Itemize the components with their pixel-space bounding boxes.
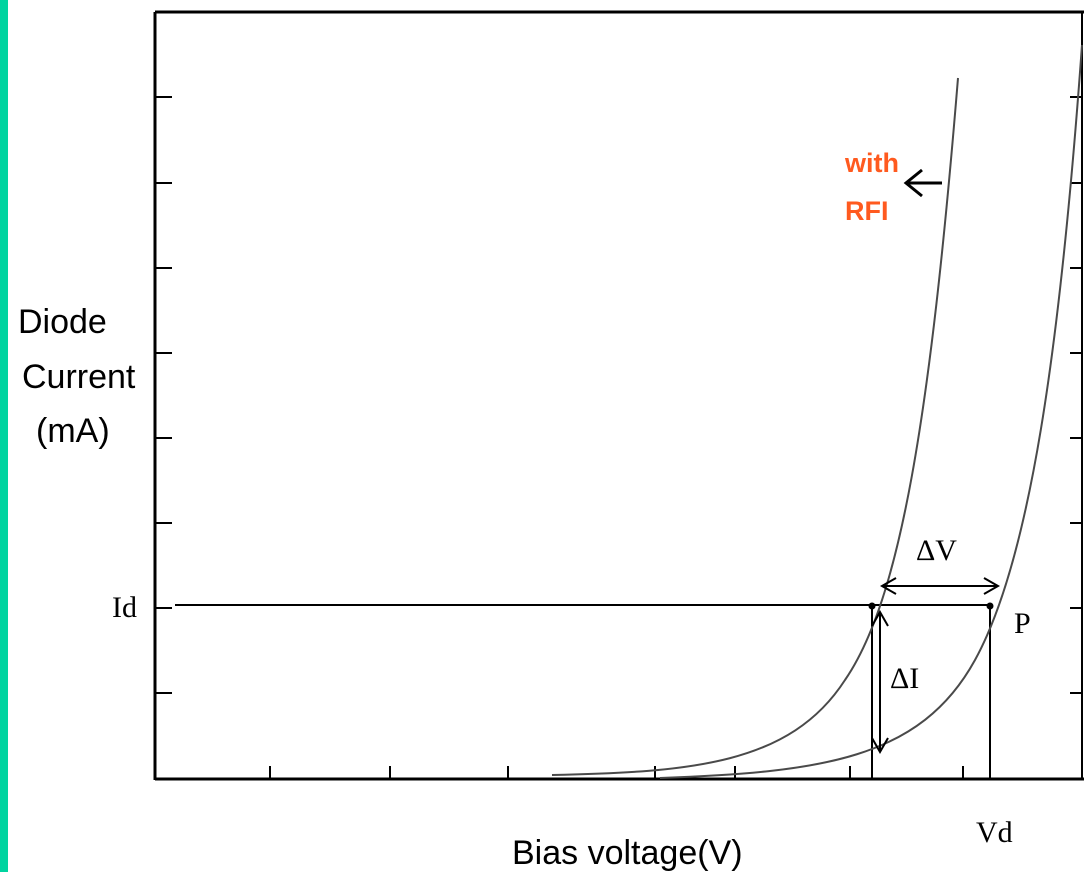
left-border [0, 0, 8, 872]
y-axis-label-line2: Current [22, 358, 136, 396]
label-p: P [1014, 607, 1031, 640]
rfi-pointer-arrow [903, 168, 942, 198]
y-axis-ticks-right [1070, 96, 1082, 694]
x-axis-label: Bias voltage(V) [512, 834, 743, 872]
y-axis-label-line1: Diode [18, 303, 107, 341]
label-id: Id [112, 591, 137, 624]
y-axis-ticks-left [155, 96, 172, 694]
annotation-rfi: RFI [845, 196, 889, 226]
y-axis-label-line3: (mA) [36, 412, 110, 450]
point-p [986, 602, 994, 610]
delta-v-arrow [879, 577, 1001, 595]
annotation-with: with [844, 148, 899, 178]
label-vd: Vd [976, 816, 1013, 849]
label-delta-v: ΔV [916, 534, 957, 567]
label-delta-i: ΔI [890, 662, 919, 695]
curve-without-rfi [659, 44, 1083, 779]
x-axis-ticks [269, 766, 964, 779]
curve-with-rfi [551, 77, 959, 776]
point-rfi [868, 602, 876, 610]
delta-i-arrow [871, 609, 889, 755]
